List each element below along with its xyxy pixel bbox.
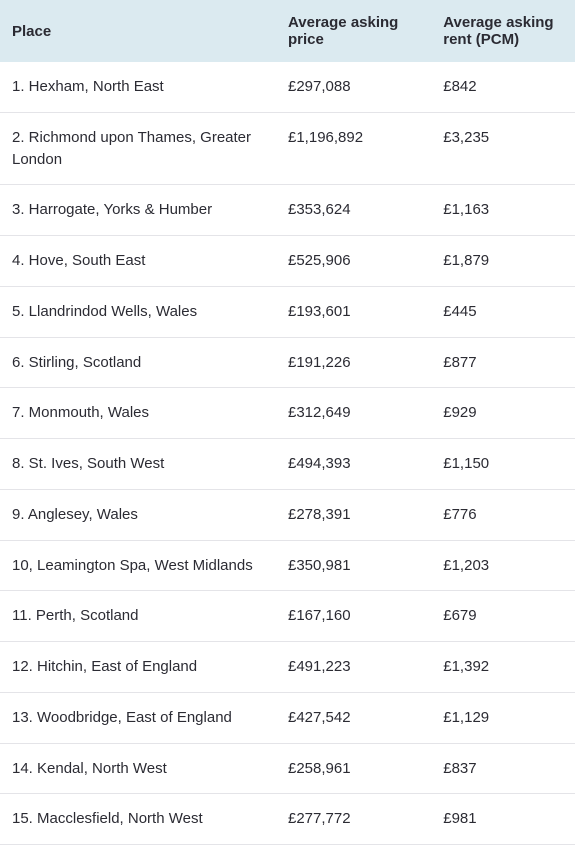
cell-rent: £445 [431, 286, 575, 337]
col-header-place: Place [0, 0, 276, 62]
cell-place: 15. Macclesfield, North West [0, 794, 276, 845]
cell-place: 8. St. Ives, South West [0, 439, 276, 490]
cell-rent: £679 [431, 591, 575, 642]
cell-place: 11. Perth, Scotland [0, 591, 276, 642]
table-row: 1. Hexham, North East£297,088£842 [0, 62, 575, 112]
cell-price: £278,391 [276, 489, 431, 540]
col-header-price: Average asking price [276, 0, 431, 62]
cell-place: 13. Woodbridge, East of England [0, 692, 276, 743]
cell-price: £491,223 [276, 642, 431, 693]
cell-price: £353,624 [276, 185, 431, 236]
cell-price: £258,961 [276, 743, 431, 794]
table-row: 7. Monmouth, Wales£312,649£929 [0, 388, 575, 439]
cell-rent: £981 [431, 794, 575, 845]
cell-place: 10, Leamington Spa, West Midlands [0, 540, 276, 591]
cell-price: £312,649 [276, 388, 431, 439]
table-header-row: Place Average asking price Average askin… [0, 0, 575, 62]
cell-place: 12. Hitchin, East of England [0, 642, 276, 693]
table-row: 8. St. Ives, South West£494,393£1,150 [0, 439, 575, 490]
table-row: 4. Hove, South East£525,906£1,879 [0, 236, 575, 287]
cell-price: £350,981 [276, 540, 431, 591]
table-row: 9. Anglesey, Wales£278,391£776 [0, 489, 575, 540]
cell-rent: £1,392 [431, 642, 575, 693]
table-row: 14. Kendal, North West£258,961£837 [0, 743, 575, 794]
table-row: 3. Harrogate, Yorks & Humber£353,624£1,1… [0, 185, 575, 236]
cell-price: £525,906 [276, 236, 431, 287]
table-row: 11. Perth, Scotland£167,160£679 [0, 591, 575, 642]
table-row: 2. Richmond upon Thames, Greater London£… [0, 112, 575, 185]
table-row: 6. Stirling, Scotland£191,226£877 [0, 337, 575, 388]
cell-place: 1. Hexham, North East [0, 62, 276, 112]
cell-price: £191,226 [276, 337, 431, 388]
cell-rent: £776 [431, 489, 575, 540]
cell-rent: £1,203 [431, 540, 575, 591]
col-header-rent: Average asking rent (PCM) [431, 0, 575, 62]
cell-place: 3. Harrogate, Yorks & Humber [0, 185, 276, 236]
cell-rent: £877 [431, 337, 575, 388]
pricing-table: Place Average asking price Average askin… [0, 0, 575, 845]
cell-place: 14. Kendal, North West [0, 743, 276, 794]
cell-rent: £1,879 [431, 236, 575, 287]
cell-place: 9. Anglesey, Wales [0, 489, 276, 540]
cell-price: £427,542 [276, 692, 431, 743]
table-row: 10, Leamington Spa, West Midlands£350,98… [0, 540, 575, 591]
cell-rent: £1,163 [431, 185, 575, 236]
table-row: 13. Woodbridge, East of England£427,542£… [0, 692, 575, 743]
cell-price: £1,196,892 [276, 112, 431, 185]
cell-price: £277,772 [276, 794, 431, 845]
cell-place: 2. Richmond upon Thames, Greater London [0, 112, 276, 185]
cell-place: 4. Hove, South East [0, 236, 276, 287]
table-row: 12. Hitchin, East of England£491,223£1,3… [0, 642, 575, 693]
cell-place: 6. Stirling, Scotland [0, 337, 276, 388]
cell-price: £494,393 [276, 439, 431, 490]
cell-rent: £1,129 [431, 692, 575, 743]
cell-price: £167,160 [276, 591, 431, 642]
table-row: 15. Macclesfield, North West£277,772£981 [0, 794, 575, 845]
table-row: 5. Llandrindod Wells, Wales£193,601£445 [0, 286, 575, 337]
cell-rent: £842 [431, 62, 575, 112]
cell-rent: £1,150 [431, 439, 575, 490]
cell-rent: £837 [431, 743, 575, 794]
cell-place: 7. Monmouth, Wales [0, 388, 276, 439]
cell-place: 5. Llandrindod Wells, Wales [0, 286, 276, 337]
cell-rent: £3,235 [431, 112, 575, 185]
cell-price: £297,088 [276, 62, 431, 112]
cell-rent: £929 [431, 388, 575, 439]
cell-price: £193,601 [276, 286, 431, 337]
